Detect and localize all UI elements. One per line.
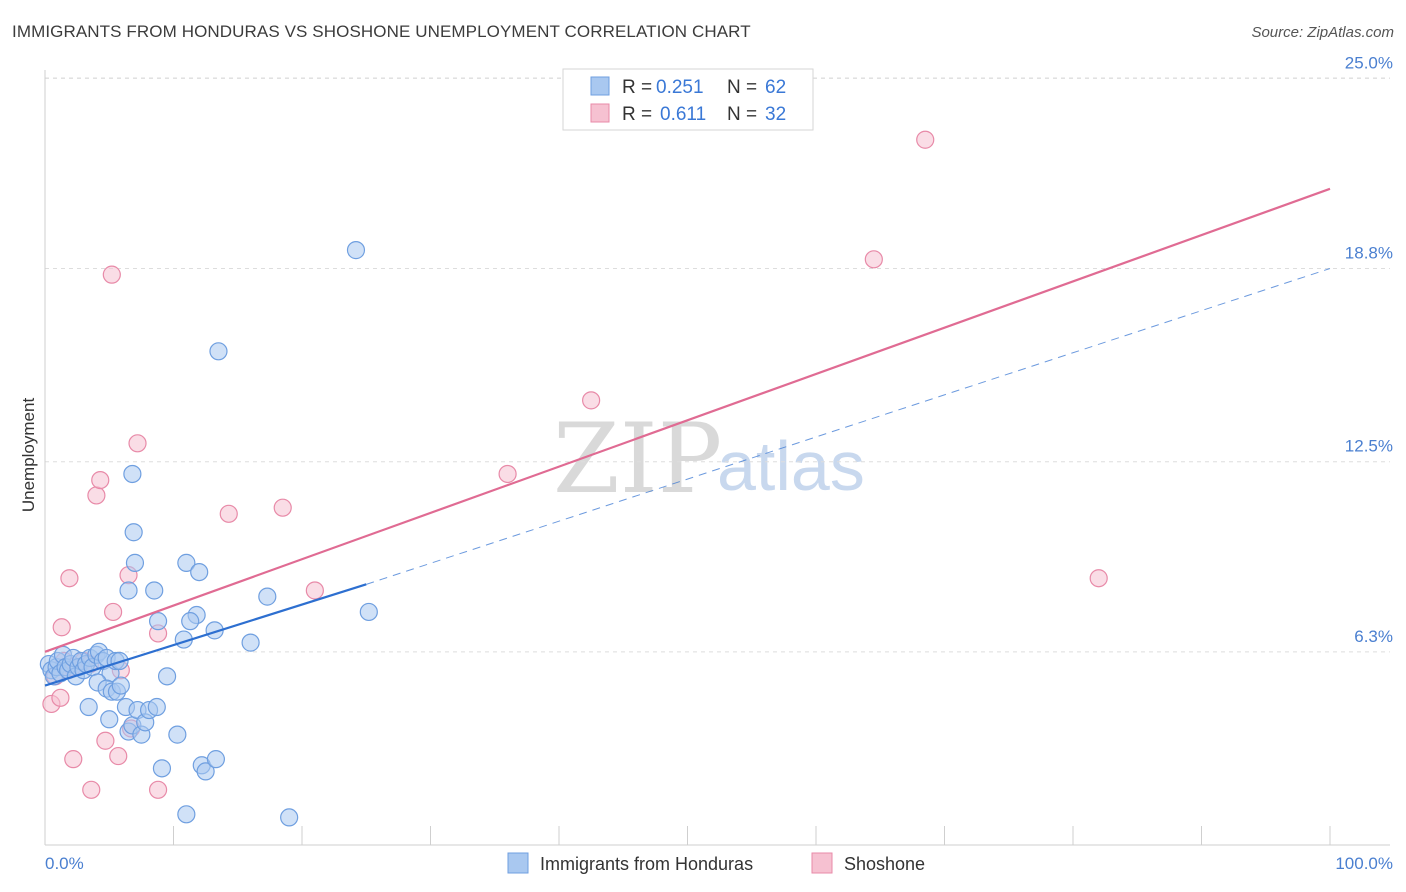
legend-r-value-2: 0.611 [660,104,706,125]
point-shoshone [51,688,70,707]
point-shoshone [916,130,935,149]
chart-source: Source: ZipAtlas.com [1251,24,1394,41]
legend-n-value-1: 62 [765,77,786,98]
y-tick-label: 12.5% [1345,437,1393,456]
point-honduras [123,464,142,484]
trend-line-honduras [44,583,367,687]
point-honduras [241,633,260,652]
point-shoshone [498,464,517,484]
y-tick-label: 18.8% [1345,244,1393,263]
point-shoshone [91,470,110,490]
y-tick-label: 6.3% [1354,627,1393,646]
point-honduras [209,342,228,361]
trend-lines [44,187,1331,687]
point-honduras [177,805,196,824]
point-honduras [125,553,145,572]
point-honduras [359,602,378,622]
point-shoshone [96,731,115,750]
point-honduras [119,581,138,600]
watermark-atlas: atlas [717,427,865,505]
trend-line-honduras-extension [366,268,1331,585]
y-tick-labels: 6.3% 12.5% 18.8% 25.0% [1345,53,1393,645]
legend-r-value-1: 0.251 [656,77,704,98]
bottom-legend-swatch-honduras [507,852,529,874]
point-shoshone [128,434,147,453]
point-honduras [280,808,299,827]
point-shoshone [87,486,106,505]
y-axis-label: Unemployment [19,398,38,513]
point-honduras [79,697,98,717]
point-shoshone [109,746,128,766]
point-shoshone [864,250,883,269]
x-tick-marks [44,826,1331,845]
point-honduras [190,562,209,582]
point-shoshone [60,569,79,588]
point-shoshone [64,750,83,769]
bottom-legend-label-shoshone: Shoshone [844,854,925,874]
chart-title: IMMIGRANTS FROM HONDURAS VS SHOSHONE UNE… [12,22,751,41]
point-honduras [157,667,177,686]
legend-n-value-2: 32 [765,104,786,125]
bottom-legend-label-honduras: Immigrants from Honduras [540,854,753,874]
grid-lines [45,77,1390,653]
legend-swatch-honduras [590,76,610,96]
point-shoshone [52,618,71,637]
x-tick-label-min: 0.0% [45,854,84,873]
point-honduras [145,581,164,600]
point-honduras [111,676,130,695]
point-honduras [258,587,277,606]
point-shoshone [273,498,292,517]
point-honduras [177,553,196,572]
point-shoshone [219,504,238,523]
data-points [39,130,1108,827]
point-honduras [196,762,215,781]
point-honduras [100,710,119,729]
point-honduras [124,523,143,542]
legend-r-label-1: R = [622,77,652,98]
point-honduras [147,697,166,717]
legend-n-label-1: N = [727,77,757,98]
trend-line-shoshone [44,187,1331,653]
correlation-legend: R = 0.251 N = 62 R = 0.611 N = 32 [562,68,814,131]
point-shoshone [82,780,101,799]
point-honduras [148,612,168,631]
point-shoshone [305,581,324,600]
point-honduras [152,759,172,778]
x-tick-label-max: 100.0% [1335,854,1393,873]
legend-r-label-2: R = [622,104,652,125]
point-shoshone [148,780,168,799]
point-shoshone [102,265,121,284]
point-shoshone [582,391,601,410]
point-honduras [206,750,226,769]
point-honduras [181,612,200,631]
bottom-legend-swatch-shoshone [811,852,833,874]
point-honduras [168,725,187,744]
legend-swatch-shoshone [590,103,610,123]
series-legend: Immigrants from Honduras Shoshone [507,852,925,874]
legend-n-label-2: N = [727,104,757,125]
point-shoshone [104,602,123,622]
y-tick-label: 25.0% [1345,53,1393,72]
point-honduras [346,241,366,260]
point-shoshone [1089,569,1108,588]
